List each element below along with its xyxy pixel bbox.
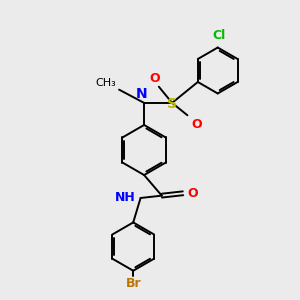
Text: Br: Br [125,277,141,290]
Text: CH₃: CH₃ [95,78,116,88]
Text: S: S [167,98,177,111]
Text: O: O [149,72,160,85]
Text: O: O [188,187,198,200]
Text: N: N [136,87,148,101]
Text: NH: NH [115,191,135,205]
Text: Cl: Cl [213,29,226,42]
Text: O: O [191,118,202,131]
